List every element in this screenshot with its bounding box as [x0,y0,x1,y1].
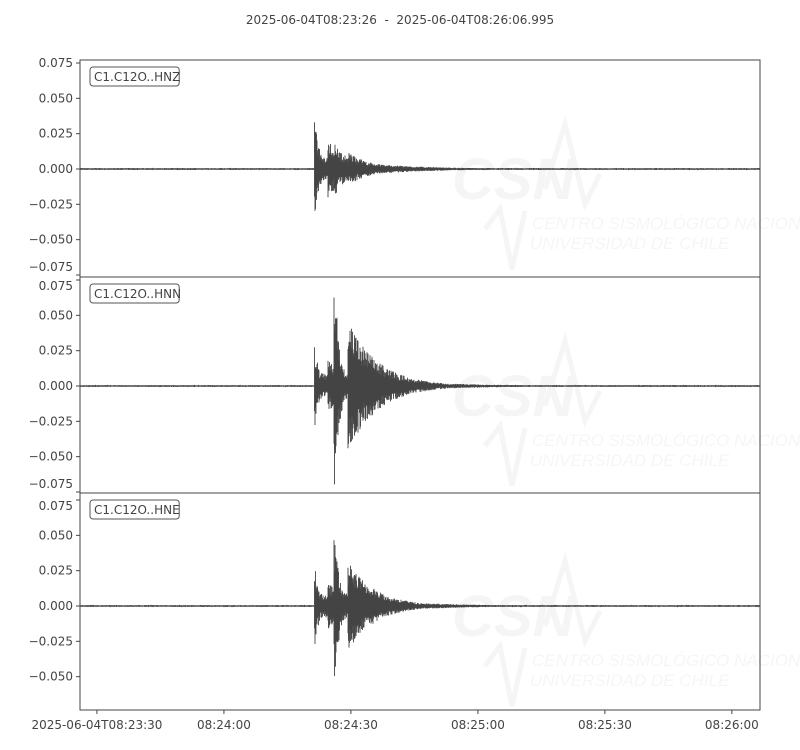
y-tick-label: −0.025 [29,634,73,648]
trace-label-box [89,66,180,87]
watermark-line2: UNIVERSIDAD DE CHILE [530,671,730,690]
trace-label-text: C1.C12O..HNE [94,503,180,517]
csn-watermark: CSNCENTRO SISMOLÓGICO NACIONALUNIVERSIDA… [452,561,800,706]
trace-label-box [89,499,180,520]
trace-label: C1.C12O..HNZ [89,66,180,87]
y-tick-label: 0.000 [39,162,73,176]
y-tick-label: 0.050 [39,308,73,322]
y-tick-label: −0.075 [29,477,73,491]
trace-panel-hnn: CSNCENTRO SISMOLÓGICO NACIONALUNIVERSIDA… [29,276,800,494]
y-tick-label: −0.050 [29,233,73,247]
trace-panel-hne: CSNCENTRO SISMOLÓGICO NACIONALUNIVERSIDA… [29,492,800,711]
trace-panel-hnz: CSNCENTRO SISMOLÓGICO NACIONALUNIVERSIDA… [29,56,800,278]
x-tick-label: 08:24:00 [197,718,251,732]
y-tick-label: 0.025 [39,344,73,358]
y-tick-label: −0.025 [29,197,73,211]
waveform-C1.C12O..HNZ [80,122,760,211]
y-tick-label: 0.050 [39,91,73,105]
x-tick-label: 08:25:30 [578,718,632,732]
y-tick-label: 0.025 [39,564,73,578]
watermark-wave-2 [485,426,525,486]
trace-label: C1.C12O..HNN [89,283,181,304]
trace-label-text: C1.C12O..HNZ [94,70,180,84]
y-tick-label: 0.075 [39,499,73,513]
panel-frame [79,492,761,711]
watermark-wave-2 [485,646,525,706]
y-tick-label: 0.025 [39,127,73,141]
watermark-wave-2 [485,209,525,269]
y-tick-label: 0.075 [39,279,73,293]
y-tick-label: −0.050 [29,450,73,464]
trace-label-box [89,283,180,304]
y-tick-label: −0.050 [29,670,73,684]
figure-title: 2025-06-04T08:23:26 - 2025-06-04T08:26:0… [245,13,555,27]
trace-label: C1.C12O..HNE [89,499,180,520]
watermark-line2: UNIVERSIDAD DE CHILE [530,234,730,253]
y-tick-label: −0.025 [29,414,73,428]
y-tick-label: −0.075 [29,260,73,274]
csn-watermark: CSNCENTRO SISMOLÓGICO NACIONALUNIVERSIDA… [452,341,800,486]
watermark-line2: UNIVERSIDAD DE CHILE [530,451,730,470]
y-tick-label: 0.000 [39,379,73,393]
x-tick-label: 08:24:30 [324,718,378,732]
x-tick-label: 08:25:00 [451,718,505,732]
x-tick-label: 08:26:00 [705,718,759,732]
y-tick-label: 0.050 [39,528,73,542]
y-tick-label: 0.000 [39,599,73,613]
trace-label-text: C1.C12O..HNN [94,287,181,301]
y-tick-label: 0.075 [39,56,73,70]
x-tick-label: 2025-06-04T08:23:30 [31,718,162,732]
csn-watermark: CSNCENTRO SISMOLÓGICO NACIONALUNIVERSIDA… [452,124,800,269]
